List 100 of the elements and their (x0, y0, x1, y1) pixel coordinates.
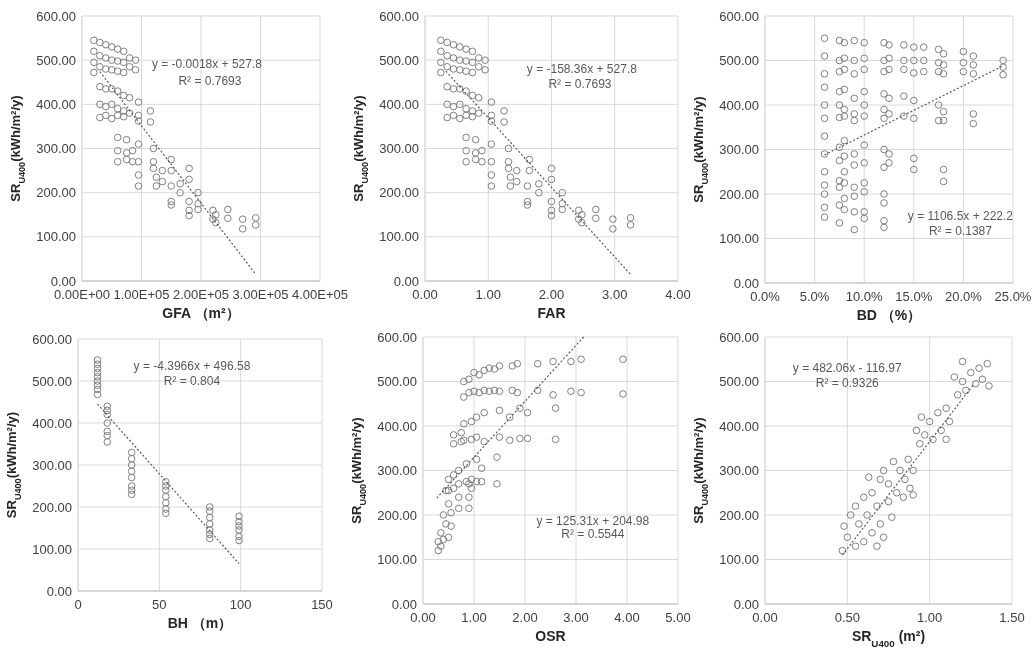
y-tick-label: 100.00 (719, 231, 759, 246)
point (909, 491, 917, 499)
point (93, 373, 102, 381)
x-tick-label: 1.00 (917, 610, 943, 625)
point (103, 431, 112, 440)
point (205, 530, 214, 539)
point (953, 391, 962, 399)
x-tick-label: 1.00E+05 (113, 287, 170, 302)
y-tick-label: 500.00 (719, 374, 759, 389)
y-tick-label: 400.00 (32, 415, 72, 431)
x-tick-label: 0 (74, 597, 82, 612)
point (876, 475, 885, 484)
point (843, 533, 852, 542)
point (906, 484, 914, 493)
y-tick-label: 600.00 (377, 329, 417, 345)
x-tick-label: 100 (229, 597, 252, 612)
annotation: R² = 0.9326 (815, 375, 880, 390)
point (851, 502, 860, 510)
point (868, 488, 876, 497)
point (127, 490, 136, 499)
point (235, 532, 243, 541)
y-tick-label: 600.00 (32, 331, 72, 347)
point (235, 517, 243, 526)
annotation: y = 1106.5x + 222.2 (907, 208, 1014, 223)
y-tick-label: 200.00 (32, 499, 72, 515)
point (937, 426, 945, 435)
point (958, 357, 967, 366)
annotation: R² = 0.804 (163, 374, 221, 389)
x-tick-label: 3.00 (563, 610, 589, 625)
x-tick-label: 25.0% (994, 289, 1032, 304)
point (899, 493, 908, 501)
point (851, 542, 860, 550)
point (912, 426, 921, 435)
y-tick-label: 0.00 (46, 583, 72, 599)
point (162, 492, 170, 501)
annotation: y = -158.36x + 527.8 (526, 61, 638, 76)
point (983, 359, 992, 368)
x-tick-label: 5.00 (665, 610, 691, 625)
x-axis-title: BD （%） (856, 307, 922, 323)
point (103, 427, 112, 436)
point (93, 364, 102, 373)
x-tick-label: 0.00 (752, 610, 778, 625)
point (162, 482, 170, 490)
x-axis-title: OSR (535, 628, 566, 644)
point (235, 512, 243, 521)
annotation: R² = 0.5544 (561, 527, 625, 542)
point (103, 410, 112, 419)
y-tick-label: 600.00 (719, 8, 759, 24)
point (879, 466, 888, 475)
point (873, 542, 881, 550)
point (127, 461, 136, 469)
point (205, 513, 214, 522)
x-axis-title: FAR (537, 305, 566, 321)
point (934, 408, 942, 417)
y-tick-label: 0.00 (733, 275, 759, 291)
y-tick-label: 300.00 (719, 463, 759, 478)
point (162, 486, 170, 494)
point (127, 448, 136, 457)
point (860, 537, 868, 546)
point (103, 406, 112, 415)
point (103, 438, 112, 446)
x-tick-label: 150 (311, 597, 333, 612)
point (909, 466, 917, 475)
y-tick-label: 200.00 (36, 185, 76, 201)
y-tick-label: 100.00 (379, 229, 419, 245)
point (950, 373, 959, 381)
y-tick-label: 500.00 (36, 52, 76, 68)
y-tick-label: 300.00 (719, 142, 759, 157)
point (127, 486, 136, 494)
point (103, 402, 112, 410)
x-tick-label: 10.0% (845, 289, 884, 304)
point (205, 507, 214, 515)
y-tick-label: 200.00 (719, 186, 759, 202)
point (945, 417, 954, 426)
x-tick-label: 3.00E+05 (232, 287, 289, 302)
point (889, 457, 898, 466)
point (901, 475, 909, 484)
x-tick-label: 0.00E+00 (53, 287, 111, 302)
point (93, 381, 102, 389)
x-tick-label: 50 (152, 597, 167, 612)
point (863, 511, 871, 519)
y-tick-label: 500.00 (32, 373, 72, 389)
y-tick-label: 200.00 (719, 507, 759, 523)
point (904, 455, 913, 464)
point (205, 503, 214, 511)
y-tick-label: 500.00 (379, 52, 419, 68)
point (929, 435, 937, 444)
y-tick-label: 0.00 (393, 273, 419, 289)
point (93, 385, 102, 394)
annotation: y = 125.31x + 204.98 (536, 514, 650, 529)
y-tick-label: 100.00 (32, 541, 72, 557)
point (868, 529, 876, 537)
x-tick-label: 4.00 (665, 287, 691, 302)
y-tick-label: 400.00 (719, 418, 759, 434)
point (967, 368, 975, 377)
annotation: y = 482.06x - 116.97 (792, 360, 902, 375)
x-tick-label: 2.00 (512, 610, 538, 625)
y-tick-label: 0.00 (50, 273, 76, 289)
x-axis-title: GFA （m²） (162, 305, 240, 321)
y-tick-label: 300.00 (379, 141, 419, 156)
